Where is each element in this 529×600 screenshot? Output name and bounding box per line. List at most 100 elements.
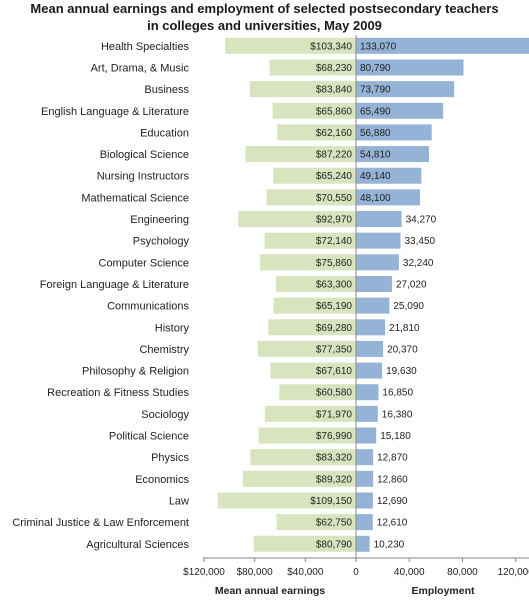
- left-axis-title: Mean annual earnings: [215, 585, 325, 597]
- earnings-value-education: $62,160: [316, 128, 353, 139]
- employment-bar-english-language-literature: [356, 102, 444, 119]
- category-label-chemistry: Chemistry: [139, 344, 189, 356]
- employment-bar-communications: [356, 297, 390, 314]
- category-label-criminal-justice-law-enforcement: Criminal Justice & Law Enforcement: [12, 517, 189, 529]
- employment-bar-biological-science: [356, 146, 429, 163]
- employment-value-mathematical-science: 48,100: [360, 193, 391, 204]
- earnings-value-business: $83,840: [316, 85, 353, 96]
- earnings-bar-biological-science: [245, 146, 356, 163]
- category-label-english-language-literature: English Language & Literature: [41, 106, 189, 118]
- earnings-bar-business: [249, 81, 356, 98]
- category-label-agricultural-sciences: Agricultural Sciences: [86, 539, 189, 551]
- employment-value-physics: 12,870: [377, 453, 408, 464]
- category-label-biological-science: Biological Science: [100, 149, 189, 161]
- employment-value-economics: 12,860: [377, 474, 408, 485]
- earnings-bar-health-specialties: [225, 37, 356, 54]
- employment-bar-mathematical-science: [356, 189, 421, 206]
- earnings-value-mathematical-science: $70,550: [316, 193, 353, 204]
- left-axis-tick-label: $80,000: [237, 567, 274, 578]
- employment-value-communications: 25,090: [393, 301, 424, 312]
- earnings-bar-english-language-literature: [272, 102, 356, 119]
- earnings-bar-nursing-instructors: [273, 167, 356, 184]
- earnings-bar-economics: [242, 470, 356, 487]
- right-axis-tick-label: 80,000: [447, 567, 478, 578]
- category-label-health-specialties: Health Specialties: [101, 41, 190, 53]
- earnings-bar-law: [217, 492, 356, 509]
- employment-bar-psychology: [356, 232, 401, 249]
- chart-title-line-1: Mean annual earnings and employment of s…: [30, 1, 499, 16]
- category-label-physics: Physics: [151, 452, 189, 464]
- earnings-value-political-science: $76,990: [316, 431, 353, 442]
- category-label-psychology: Psychology: [133, 236, 190, 248]
- employment-bar-art-drama-music: [356, 59, 464, 76]
- earnings-bar-foreign-language-literature: [275, 275, 356, 292]
- earnings-value-english-language-literature: $65,860: [316, 106, 353, 117]
- earnings-bar-agricultural-sciences: [253, 535, 356, 552]
- earnings-value-sociology: $71,970: [316, 409, 353, 420]
- employment-bar-history: [356, 319, 386, 336]
- category-label-education: Education: [140, 127, 189, 139]
- earnings-bar-philosophy-religion: [270, 362, 356, 379]
- right-axis-tick-label: 120,000: [498, 567, 529, 578]
- earnings-bar-chemistry: [258, 340, 356, 357]
- earnings-bar-criminal-justice-law-enforcement: [276, 514, 356, 531]
- category-labels: Health Specialties Art, Drama, & Music Bus…: [12, 41, 189, 551]
- earnings-value-recreation-fitness-studies: $60,580: [316, 388, 353, 399]
- employment-bar-health-specialties: [356, 37, 529, 54]
- category-label-recreation-fitness-studies: Recreation & Fitness Studies: [47, 387, 189, 399]
- category-label-history: History: [155, 322, 190, 334]
- right-axis-title: Employment: [411, 585, 475, 597]
- employment-value-engineering: 34,270: [406, 215, 437, 226]
- employment-bar-philosophy-religion: [356, 362, 383, 379]
- earnings-value-health-specialties: $103,340: [310, 41, 352, 52]
- earnings-value-communications: $65,190: [316, 301, 353, 312]
- earnings-value-art-drama-music: $68,230: [316, 63, 353, 74]
- employment-value-business: 73,790: [360, 85, 391, 96]
- earnings-value-engineering: $92,970: [316, 215, 353, 226]
- category-label-engineering: Engineering: [130, 214, 189, 226]
- earnings-bar-physics: [250, 449, 356, 466]
- earnings-value-history: $69,280: [316, 323, 353, 334]
- employment-bar-recreation-fitness-studies: [356, 384, 379, 401]
- employment-value-health-specialties: 133,070: [360, 41, 397, 52]
- chart-title: Mean annual earnings and employment of s…: [0, 0, 529, 34]
- earnings-value-criminal-justice-law-enforcement: $62,750: [316, 518, 353, 529]
- earnings-bar-art-drama-music: [269, 59, 356, 76]
- category-label-foreign-language-literature: Foreign Language & Literature: [40, 279, 189, 291]
- employment-bar-computer-science: [356, 254, 399, 271]
- chart-title-line-2: in colleges and universities, May 2009: [147, 18, 382, 33]
- employment-bar-physics: [356, 449, 374, 466]
- earnings-value-biological-science: $87,220: [316, 150, 353, 161]
- employment-bar-agricultural-sciences: [356, 535, 370, 552]
- earnings-bar-political-science: [258, 427, 356, 444]
- earnings-value-psychology: $72,140: [316, 236, 353, 247]
- employment-value-english-language-literature: 65,490: [360, 106, 391, 117]
- employment-bar-foreign-language-literature: [356, 275, 392, 292]
- employment-bar-nursing-instructors: [356, 167, 422, 184]
- earnings-bar-engineering: [238, 211, 356, 228]
- employment-bar-criminal-justice-law-enforcement: [356, 514, 373, 531]
- earnings-value-physics: $83,320: [316, 453, 353, 464]
- earnings-value-computer-science: $75,860: [316, 258, 353, 269]
- earnings-value-law: $109,150: [310, 496, 352, 507]
- category-label-communications: Communications: [107, 301, 189, 313]
- employment-value-history: 21,810: [389, 323, 420, 334]
- earnings-value-foreign-language-literature: $63,300: [316, 279, 353, 290]
- employment-value-chemistry: 20,370: [387, 344, 418, 355]
- category-label-business: Business: [144, 84, 189, 96]
- employment-bar-chemistry: [356, 340, 384, 357]
- category-label-nursing-instructors: Nursing Instructors: [97, 171, 190, 183]
- employment-bar-education: [356, 124, 432, 141]
- employment-value-agricultural-sciences: 10,230: [374, 539, 405, 550]
- employment-value-criminal-justice-law-enforcement: 12,610: [377, 518, 408, 529]
- earnings-bar-communications: [273, 297, 356, 314]
- earnings-value-agricultural-sciences: $80,790: [316, 539, 353, 550]
- employment-bar-economics: [356, 470, 374, 487]
- employment-bar-business: [356, 81, 455, 98]
- employment-value-biological-science: 54,810: [360, 150, 391, 161]
- employment-bars: [356, 37, 529, 552]
- earnings-bar-education: [277, 124, 356, 141]
- earnings-value-chemistry: $77,350: [316, 344, 353, 355]
- employment-value-foreign-language-literature: 27,020: [396, 279, 427, 290]
